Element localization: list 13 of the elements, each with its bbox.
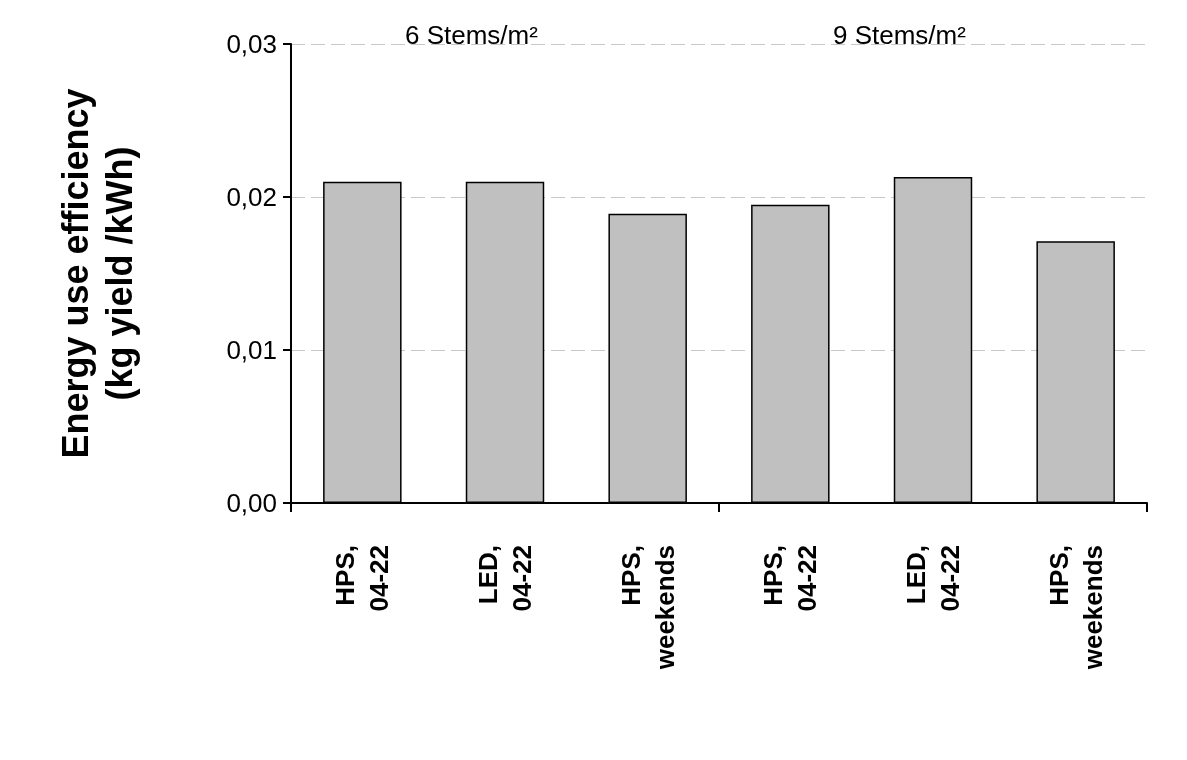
y-axis-title: Energy use efficiency (kg yield /kWh): [54, 88, 140, 459]
annotation: 9 Stems/m²: [833, 20, 967, 50]
x-tick-label: HPS, weekends: [615, 545, 680, 671]
x-tick-label: HPS, weekends: [1043, 545, 1108, 671]
y-tick-label: 0,00: [226, 488, 277, 518]
x-tick-label: LED, 04-22: [473, 545, 537, 612]
y-tick-label: 0,02: [226, 182, 277, 212]
x-tick-label: LED, 04-22: [901, 545, 965, 612]
y-tick-label: 0,01: [226, 335, 277, 365]
x-tick-label: HPS, 04-22: [330, 545, 395, 612]
annotation: 6 Stems/m²: [405, 20, 539, 50]
y-tick-label: 0,03: [226, 29, 277, 59]
x-tick-label: HPS, 04-22: [758, 545, 823, 612]
